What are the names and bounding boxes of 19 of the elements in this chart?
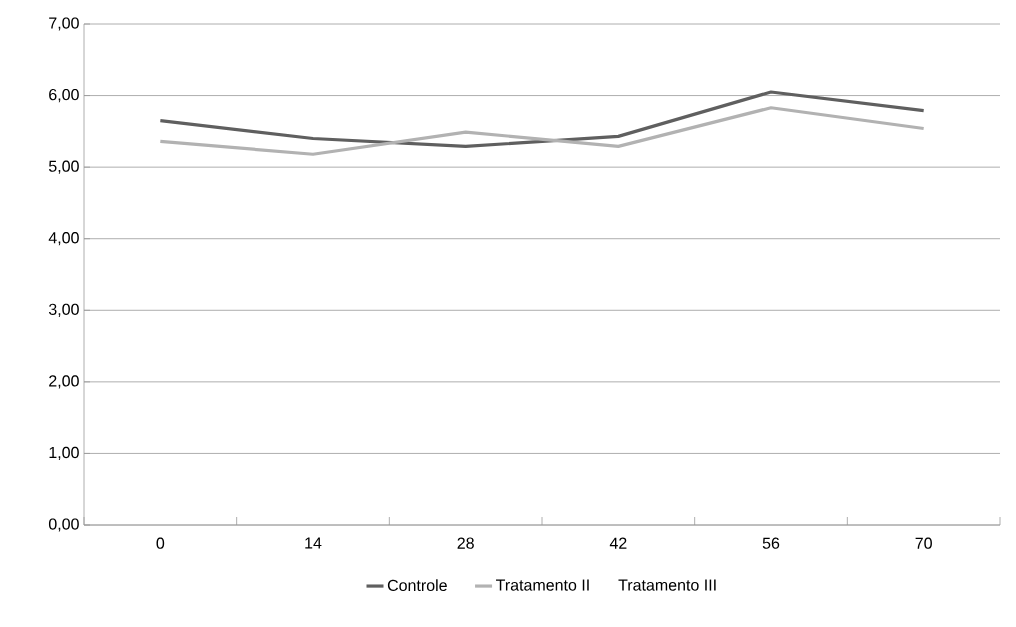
y-tick-label: 0,00	[48, 518, 79, 532]
y-tick-label: 1,00	[49, 446, 79, 461]
line-series	[158, 106, 926, 156]
x-tick-label: 56	[762, 537, 780, 549]
legend-label: Controle	[387, 579, 447, 592]
y-tick-label: 3,00	[48, 303, 79, 317]
text: Tratamento III	[618, 579, 716, 591]
y-tick-label: 5,00	[48, 160, 79, 174]
x-tick-label: 28	[457, 537, 474, 549]
line-series	[158, 90, 926, 148]
y-tick-label: 7,00	[49, 17, 79, 31]
x-tick-label: 0	[156, 537, 165, 549]
y-tick-label: 4,00	[48, 232, 79, 246]
x-tick-label: 70	[915, 537, 932, 549]
legend-label: Tratamento II	[496, 579, 589, 591]
x-tick-label: 42	[609, 537, 627, 549]
y-tick-label: 6,00	[49, 88, 79, 103]
x-tick-label: 14	[305, 537, 322, 549]
y-tick-label: 2,00	[49, 375, 79, 389]
